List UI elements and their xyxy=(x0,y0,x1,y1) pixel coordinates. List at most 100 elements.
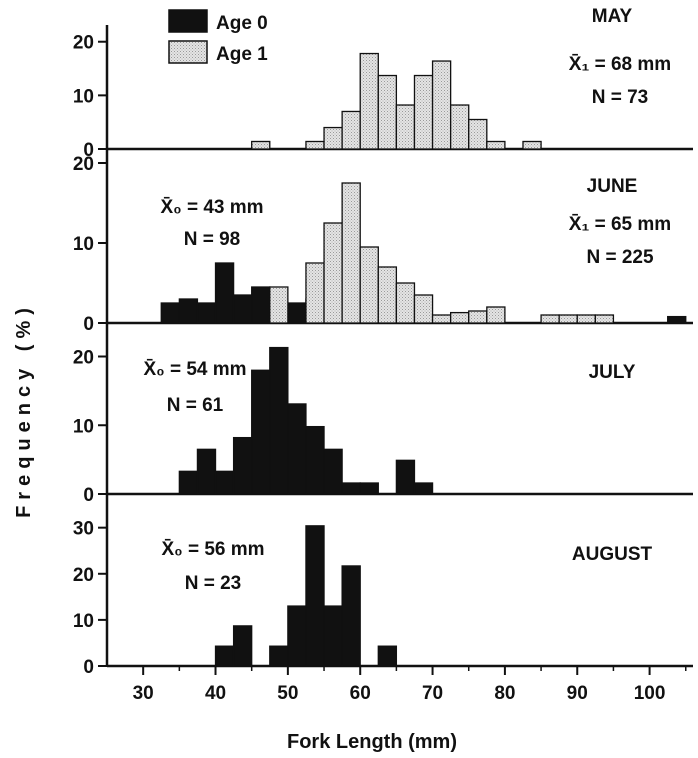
bar-age0 xyxy=(232,294,253,324)
bar-age0 xyxy=(341,482,361,495)
bar-age0 xyxy=(214,262,235,324)
y-tick-label: 20 xyxy=(73,33,94,54)
bar-age1 xyxy=(468,118,488,150)
bar-age0 xyxy=(323,448,343,495)
panel-may: 0 10 20 MAY X̄₁ = 68 mm N = 73 xyxy=(73,6,693,161)
legend: Age 0 Age 1 xyxy=(168,9,268,65)
bar-age1 xyxy=(486,140,506,150)
bar-age1 xyxy=(594,314,615,324)
legend-label-age0: Age 0 xyxy=(216,13,268,34)
x-axis: 30 40 50 60 70 80 90 100 xyxy=(133,666,687,704)
bar-age1 xyxy=(449,104,470,150)
month-label: JULY xyxy=(589,362,636,383)
bar-age0 xyxy=(232,436,253,495)
bar-age1 xyxy=(540,314,560,324)
panels-group: 0 10 20 MAY X̄₁ = 68 mm N = 73 0 10 20 JUNE X̄₀ = … xyxy=(73,6,693,678)
bar-age0 xyxy=(251,286,271,324)
y-tick-label: 10 xyxy=(73,234,94,255)
x-tick-label: 80 xyxy=(494,683,515,704)
legend-label-age1: Age 1 xyxy=(216,44,268,65)
x-tick-label: 30 xyxy=(133,683,154,704)
panel-august: 0 10 20 30 AUGUST X̄₀ = 56 mm N = 23 xyxy=(73,494,693,678)
y-tick-label: 0 xyxy=(83,140,94,161)
bar-age0 xyxy=(377,645,398,667)
bar-age0 xyxy=(305,425,325,495)
n-label: N = 73 xyxy=(592,87,649,108)
x-tick-label: 90 xyxy=(567,683,588,704)
bar-age0 xyxy=(251,369,271,495)
bar-age0 xyxy=(287,605,307,667)
bar-age1 xyxy=(413,74,434,150)
x-tick-label: 40 xyxy=(205,683,226,704)
x-tick-label: 100 xyxy=(634,683,666,704)
y-tick-label: 20 xyxy=(73,154,94,175)
bar-age0 xyxy=(178,470,199,495)
bar-age1 xyxy=(395,282,416,324)
bar-age0 xyxy=(667,315,687,324)
month-label: JUNE xyxy=(587,176,638,197)
y-tick-label: 10 xyxy=(73,611,94,632)
bar-age1 xyxy=(305,140,325,150)
x-tick-label: 60 xyxy=(350,683,371,704)
bar-age1 xyxy=(576,314,596,324)
y-tick-label: 20 xyxy=(73,348,94,369)
bar-age1 xyxy=(431,60,452,150)
x-tick-label: 70 xyxy=(422,683,443,704)
bar-age1 xyxy=(305,262,325,324)
y-tick-label: 0 xyxy=(83,657,94,678)
bar-age1 xyxy=(341,110,361,150)
bar-age1 xyxy=(377,266,398,324)
bar-age1 xyxy=(468,310,488,324)
mean-label: X̄₀ = 54 mm xyxy=(143,359,246,380)
bar-age0 xyxy=(287,302,307,324)
bar-age1 xyxy=(323,126,343,150)
y-tick-label: 0 xyxy=(83,485,94,506)
panel-june: 0 10 20 JUNE X̄₀ = 43 mm N = 98 X̄₁ = 65 mm N =… xyxy=(73,149,693,335)
bar-age0 xyxy=(395,459,416,495)
bar-age1 xyxy=(377,74,398,150)
mean-label: X̄₀ = 56 mm xyxy=(161,539,264,560)
bar-age0 xyxy=(269,645,289,667)
bar-age1 xyxy=(522,140,542,150)
bar-age0 xyxy=(214,470,235,495)
n-label: N = 98 xyxy=(184,229,241,250)
bar-age1 xyxy=(486,306,506,324)
bar-age1 xyxy=(449,311,470,324)
month-label: MAY xyxy=(592,6,633,27)
x-tick-label: 50 xyxy=(277,683,298,704)
bar-age1 xyxy=(395,104,416,150)
bar-age0 xyxy=(269,346,289,495)
n-label: N = 225 xyxy=(586,247,654,268)
y-tick-label: 10 xyxy=(73,86,94,107)
bar-age0 xyxy=(359,482,379,495)
mean-label: X̄₁ = 65 mm xyxy=(569,214,671,235)
bar-age0 xyxy=(287,403,307,495)
bar-age0 xyxy=(305,525,325,667)
panel-july: 0 10 20 JULY X̄₀ = 54 mm N = 61 xyxy=(73,323,693,506)
month-label: AUGUST xyxy=(572,544,653,565)
bar-age0 xyxy=(232,625,253,667)
n-label: N = 61 xyxy=(167,395,224,416)
y-tick-label: 30 xyxy=(73,519,94,540)
bar-age1 xyxy=(431,314,452,324)
bar-age0 xyxy=(341,565,361,667)
bar-age0 xyxy=(413,482,434,495)
n-label: N = 23 xyxy=(185,573,242,594)
bar-age0 xyxy=(196,302,217,324)
legend-swatch-age1 xyxy=(168,40,208,64)
bar-age0 xyxy=(160,302,180,324)
y-tick-label: 0 xyxy=(83,314,94,335)
bar-age0 xyxy=(196,448,217,495)
mean-label: X̄₁ = 68 mm xyxy=(569,54,671,75)
y-tick-label: 10 xyxy=(73,416,94,437)
bar-age1 xyxy=(558,314,578,324)
bar-age1 xyxy=(323,222,343,324)
legend-swatch-age0 xyxy=(168,9,208,33)
bar-age0 xyxy=(178,298,199,324)
bar-age1 xyxy=(413,294,434,324)
bar-age1 xyxy=(359,246,379,324)
bar-age1 xyxy=(341,182,361,324)
x-axis-title: Fork Length (mm) xyxy=(287,731,457,753)
bar-age0 xyxy=(323,605,343,667)
